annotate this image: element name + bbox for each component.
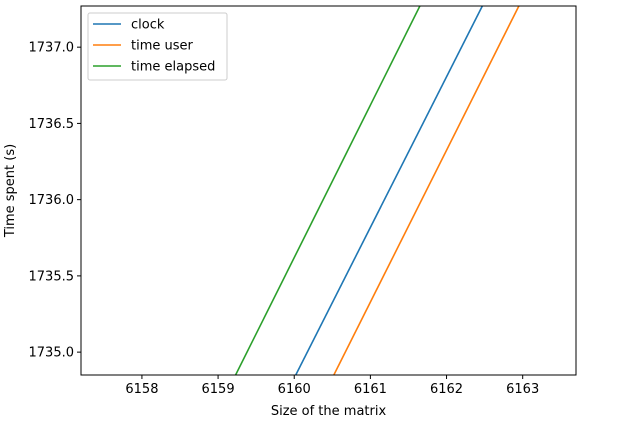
legend: clock time user time elapsed	[87, 12, 228, 81]
y-tick-label: 1736.5	[29, 117, 75, 132]
y-axis-label: Time spent (s)	[3, 144, 18, 238]
plot-area-frame	[80, 5, 577, 376]
legend-label: time user	[131, 39, 194, 54]
y-tick-label: 1735.5	[29, 269, 75, 284]
y-tick-label: 1737.0	[29, 41, 75, 56]
y-axis-ticks: 1735.0 1735.5 1736.0 1736.5 1737.0	[29, 41, 81, 361]
series-line-time-elapsed	[234, 6, 421, 375]
x-tick-label: 6159	[202, 382, 235, 397]
x-tick-label: 6160	[278, 382, 311, 397]
x-tick-label: 6158	[125, 382, 158, 397]
x-tick-label: 6161	[354, 382, 387, 397]
y-tick-label: 1736.0	[29, 193, 75, 208]
series-lines	[234, 6, 520, 375]
x-tick-label: 6162	[430, 382, 463, 397]
x-axis-ticks: 6158 6159 6160 6161 6162 6163	[125, 375, 539, 397]
series-line-clock	[295, 6, 484, 375]
series-line-time-user	[333, 6, 520, 375]
legend-label: time elapsed	[131, 60, 215, 75]
legend-label: clock	[131, 18, 165, 33]
x-axis-label: Size of the matrix	[271, 404, 387, 419]
y-tick-label: 1735.0	[29, 346, 75, 361]
legend-box	[87, 12, 228, 81]
legend-items: clock time user time elapsed	[93, 18, 215, 75]
x-tick-label: 6163	[506, 382, 539, 397]
